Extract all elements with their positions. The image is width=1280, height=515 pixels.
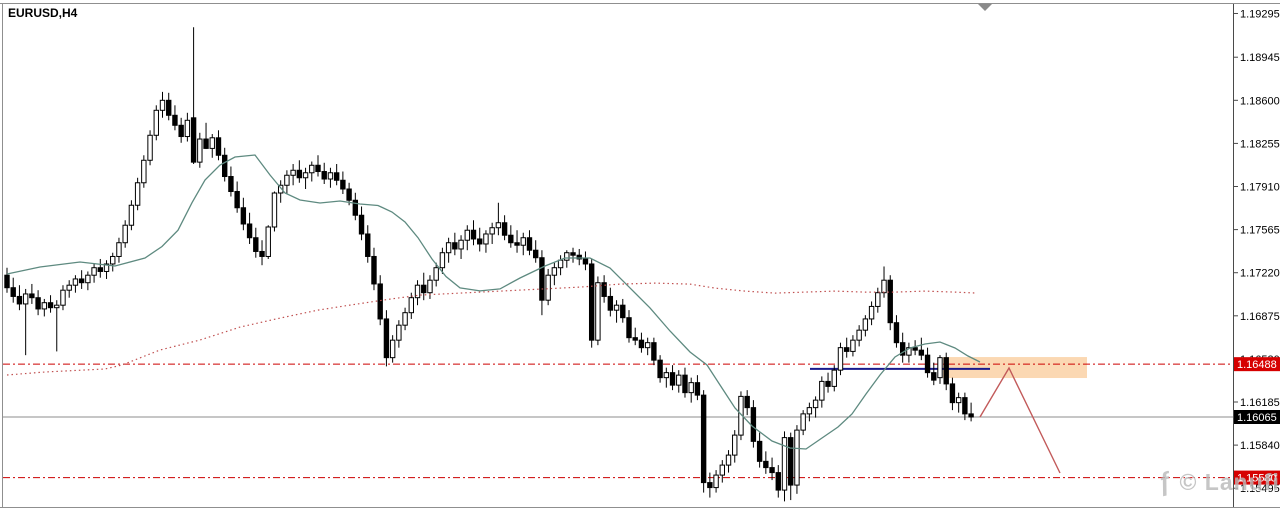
axis-tick-label: 1.19295 bbox=[1240, 8, 1280, 20]
axis-tick-label: 1.17910 bbox=[1240, 182, 1280, 194]
axis-tick-label: 1.16185 bbox=[1240, 397, 1280, 409]
axis-tick-label: 1.15840 bbox=[1240, 440, 1280, 452]
chart-shift-marker-icon[interactable] bbox=[978, 4, 992, 11]
axis-tick-label: 1.16875 bbox=[1240, 311, 1280, 323]
svg-text:1.16488: 1.16488 bbox=[1237, 359, 1277, 371]
support-price-tag: 1.15580 bbox=[1234, 470, 1280, 485]
axis-tick-label: 1.18945 bbox=[1240, 52, 1280, 64]
ma-fast-line bbox=[6, 154, 981, 450]
supply-zone-rect[interactable] bbox=[943, 357, 1087, 379]
horizontal-level-lines[interactable] bbox=[3, 363, 1233, 479]
watermark-logo-icon: ƒ bbox=[1154, 464, 1177, 498]
axis-tick-label: 1.18600 bbox=[1240, 95, 1280, 107]
price-axis[interactable]: 1.19295 1.18945 1.18600 1.18255 1.17910 1.175… bbox=[1233, 4, 1280, 507]
symbol-period-label: EURUSD,H4 bbox=[8, 6, 78, 20]
chart-frame bbox=[0, 3, 1280, 508]
watermark: ƒ © Lanufi bbox=[1154, 464, 1280, 498]
candles[interactable] bbox=[4, 27, 974, 502]
svg-text:1.16065: 1.16065 bbox=[1237, 412, 1277, 424]
axis-tick-label: 1.17565 bbox=[1240, 225, 1280, 237]
axis-tick-label: 1.17220 bbox=[1240, 268, 1280, 280]
ma-slow-line bbox=[6, 282, 978, 376]
bid-price-tag: 1.16065 bbox=[1234, 410, 1280, 424]
axis-tick-label: 1.18255 bbox=[1240, 138, 1280, 150]
watermark-text: © Lanufi bbox=[1179, 469, 1280, 495]
projection-arrow-line[interactable] bbox=[979, 366, 1061, 474]
svg-text:1.15580: 1.15580 bbox=[1237, 473, 1277, 485]
axis-tick-label: 1.15495 bbox=[1240, 483, 1280, 495]
resistance-price-tag: 1.16488 bbox=[1234, 357, 1280, 372]
